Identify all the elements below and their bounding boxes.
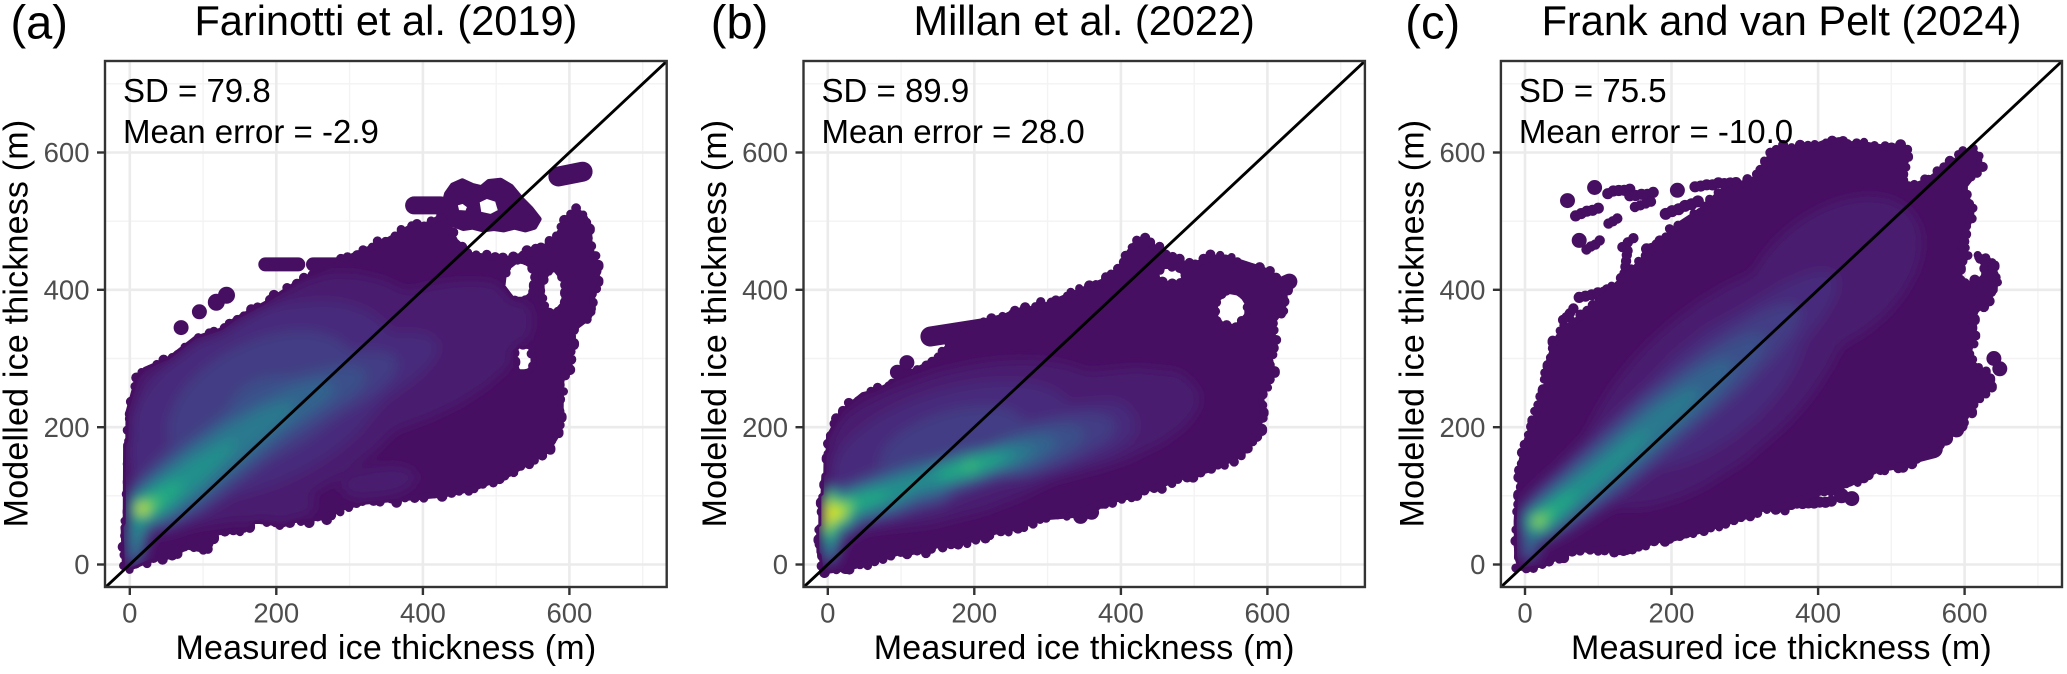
svg-text:Measured ice thickness (m): Measured ice thickness (m) (175, 629, 596, 667)
svg-text:Mean error = 28.0: Mean error = 28.0 (822, 113, 1085, 150)
svg-text:200: 200 (253, 598, 299, 629)
svg-text:0: 0 (1517, 598, 1532, 629)
svg-text:0: 0 (773, 549, 788, 580)
svg-text:400: 400 (1795, 598, 1841, 629)
svg-text:600: 600 (44, 137, 90, 168)
svg-text:Mean error = -10.0: Mean error = -10.0 (1519, 113, 1793, 150)
svg-text:400: 400 (44, 274, 90, 305)
svg-text:SD = 79.8: SD = 79.8 (123, 72, 271, 109)
svg-text:400: 400 (400, 598, 446, 629)
svg-text:200: 200 (44, 412, 90, 443)
svg-text:200: 200 (1440, 412, 1486, 443)
svg-text:Frank and van Pelt (2024): Frank and van Pelt (2024) (1542, 0, 2022, 44)
svg-text:0: 0 (74, 549, 89, 580)
svg-text:400: 400 (742, 274, 788, 305)
svg-text:Millan et al. (2022): Millan et al. (2022) (914, 0, 1255, 44)
svg-text:200: 200 (951, 598, 997, 629)
svg-text:200: 200 (742, 412, 788, 443)
svg-text:600: 600 (1244, 598, 1290, 629)
svg-text:600: 600 (1440, 137, 1486, 168)
svg-text:Mean error = -2.9: Mean error = -2.9 (123, 113, 379, 150)
svg-text:Measured ice thickness (m): Measured ice thickness (m) (874, 629, 1295, 667)
svg-text:0: 0 (820, 598, 835, 629)
svg-text:SD = 75.5: SD = 75.5 (1519, 72, 1667, 109)
svg-text:200: 200 (1649, 598, 1695, 629)
svg-text:(a): (a) (11, 0, 68, 49)
svg-text:Modelled ice thickness (m): Modelled ice thickness (m) (696, 120, 734, 528)
svg-text:400: 400 (1098, 598, 1144, 629)
svg-text:Modelled ice thickness (m): Modelled ice thickness (m) (0, 120, 35, 528)
svg-text:0: 0 (1470, 549, 1485, 580)
svg-text:400: 400 (1440, 274, 1486, 305)
svg-text:(b): (b) (711, 0, 768, 49)
svg-text:600: 600 (546, 598, 592, 629)
svg-text:Farinotti et al. (2019): Farinotti et al. (2019) (194, 0, 577, 44)
svg-text:Modelled ice thickness (m): Modelled ice thickness (m) (1393, 120, 1431, 528)
svg-text:600: 600 (742, 137, 788, 168)
svg-text:SD = 89.9: SD = 89.9 (822, 72, 970, 109)
svg-text:(c): (c) (1405, 0, 1460, 49)
svg-text:600: 600 (1942, 598, 1988, 629)
svg-text:Measured ice thickness (m): Measured ice thickness (m) (1571, 629, 1992, 667)
svg-text:0: 0 (122, 598, 137, 629)
